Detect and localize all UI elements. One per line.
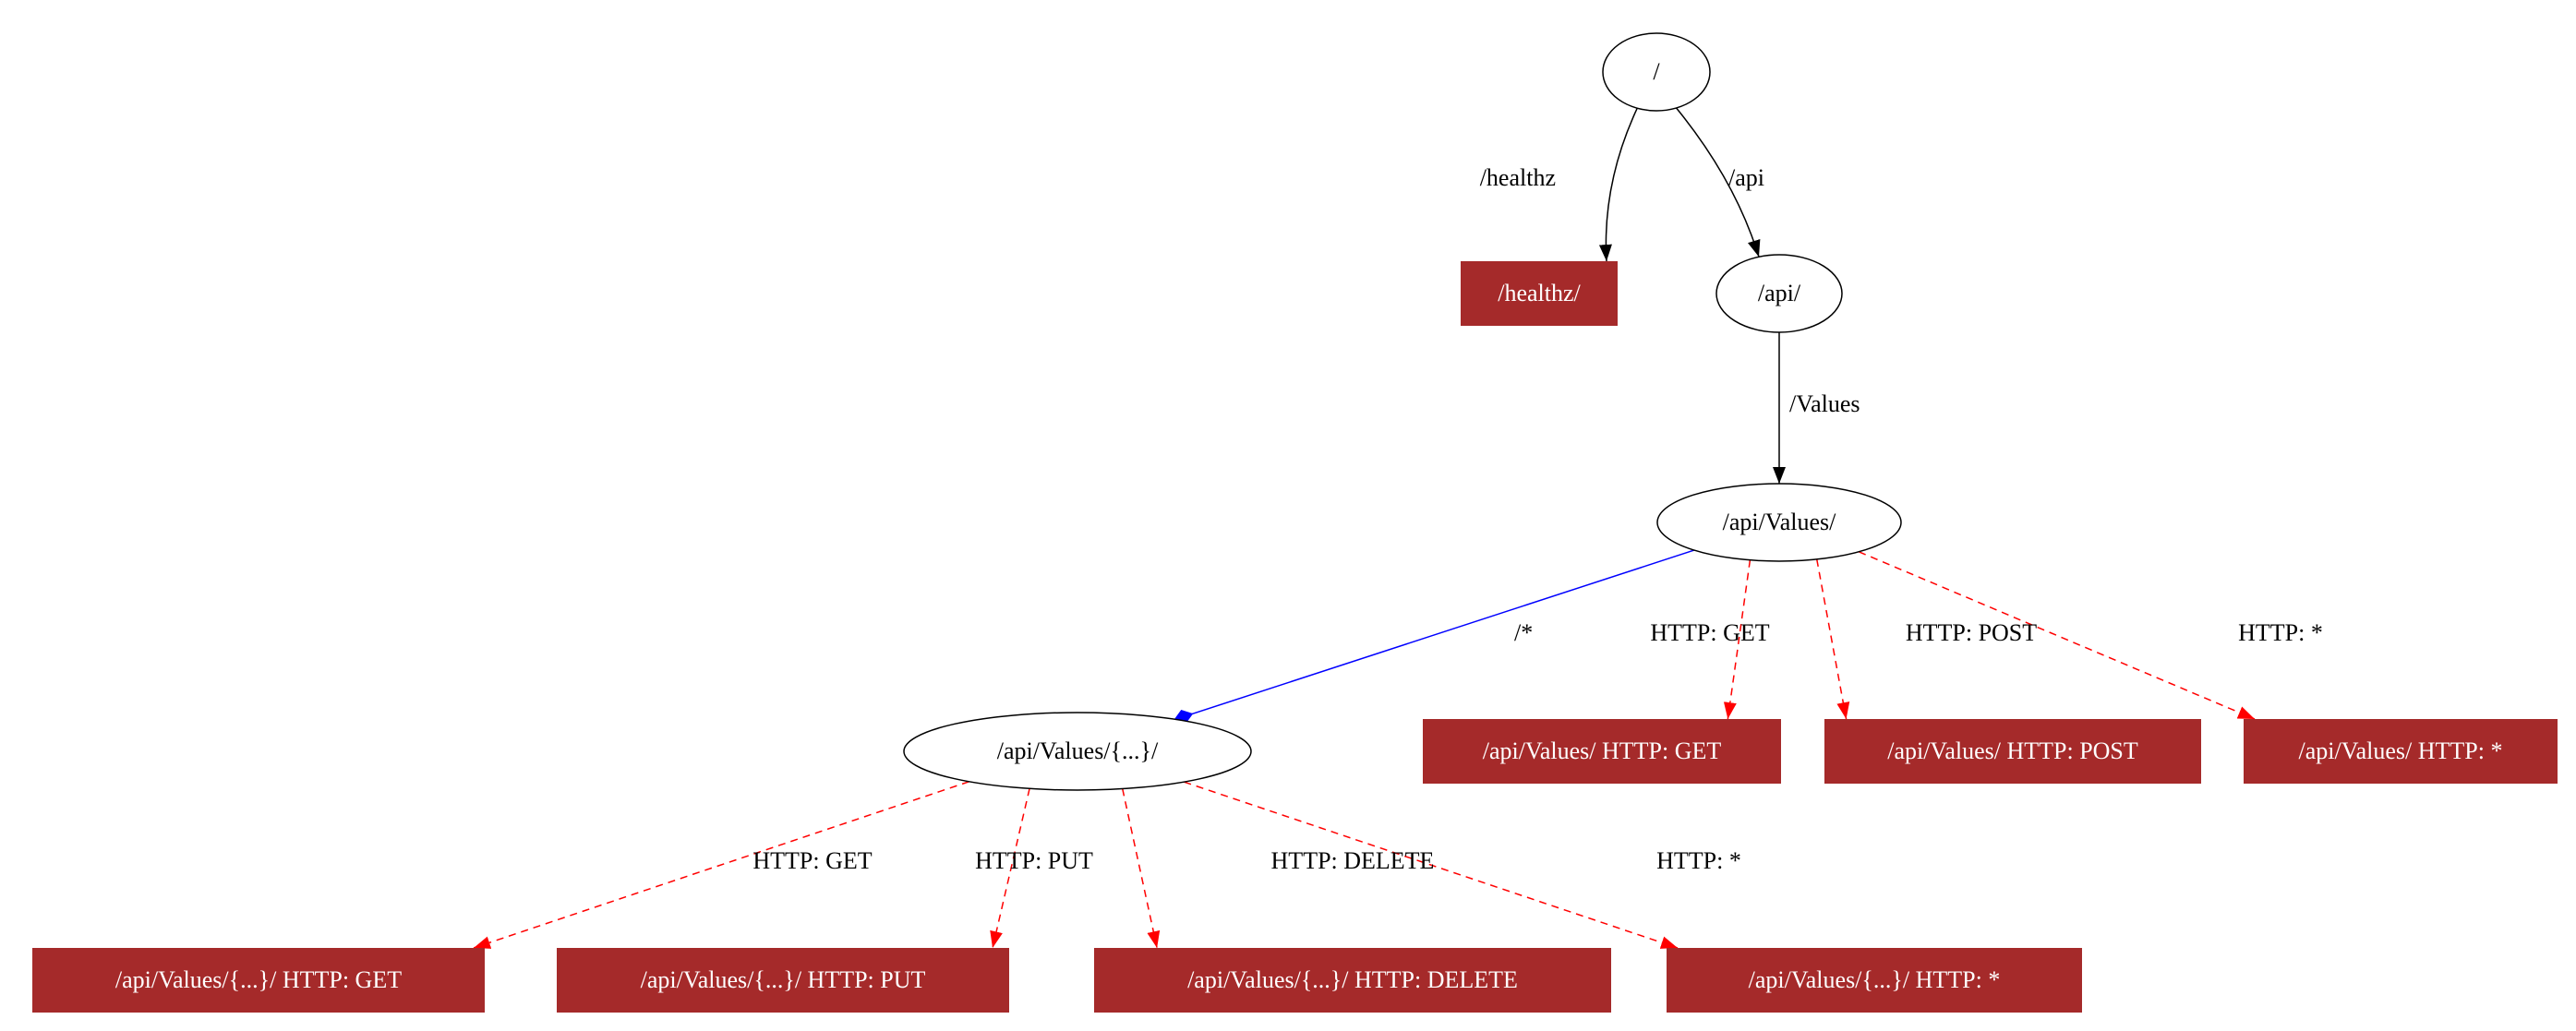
route-tree-diagram: / /healthz/ /api/ /api/Values/ /api/Values/{…	[0, 0, 2576, 1031]
node-p_del: /api/Values/{...}/ HTTP: DELETE	[1094, 948, 1611, 1013]
edge-values-param	[1175, 550, 1694, 719]
edges-layer	[474, 108, 2255, 948]
node-root-label: /	[1653, 58, 1660, 85]
edge-label-param-p_put: HTTP: PUT	[975, 847, 1093, 874]
node-healthz: /healthz/	[1461, 261, 1618, 326]
node-v_post: /api/Values/ HTTP: POST	[1824, 719, 2201, 784]
edge-label-param-p_del: HTTP: DELETE	[1271, 847, 1435, 874]
node-p_get-label: /api/Values/{...}/ HTTP: GET	[115, 966, 402, 993]
node-p_star-label: /api/Values/{...}/ HTTP: *	[1749, 966, 2001, 993]
edge-label-api-values: /Values	[1789, 390, 1860, 417]
edge-label-values-v_post: HTTP: POST	[1906, 619, 2037, 646]
edge-label-values-param: /*	[1514, 619, 1533, 646]
edge-label-param-p_get: HTTP: GET	[752, 847, 872, 874]
node-p_del-label: /api/Values/{...}/ HTTP: DELETE	[1187, 966, 1518, 993]
node-p_put: /api/Values/{...}/ HTTP: PUT	[557, 948, 1009, 1013]
edge-label-values-v_get: HTTP: GET	[1650, 619, 1769, 646]
edge-label-values-v_star: HTTP: *	[2238, 619, 2323, 646]
node-v_get: /api/Values/ HTTP: GET	[1423, 719, 1781, 784]
node-v_star-label: /api/Values/ HTTP: *	[2299, 737, 2503, 764]
edge-label-root-api: /api	[1728, 164, 1764, 191]
node-root: /	[1603, 33, 1710, 111]
node-values-label: /api/Values/	[1723, 509, 1837, 535]
edge-param-p_del	[1123, 789, 1157, 948]
node-p_get: /api/Values/{...}/ HTTP: GET	[32, 948, 485, 1013]
edge-label-param-p_star: HTTP: *	[1656, 847, 1741, 874]
edge-root-healthz	[1606, 108, 1637, 261]
edge-values-v_post	[1817, 559, 1847, 719]
node-param: /api/Values/{...}/	[904, 713, 1251, 790]
node-healthz-label: /healthz/	[1498, 280, 1581, 306]
node-v_post-label: /api/Values/ HTTP: POST	[1887, 737, 2138, 764]
node-api: /api/	[1716, 255, 1842, 332]
edge-label-root-healthz: /healthz	[1480, 164, 1556, 191]
node-api-label: /api/	[1758, 280, 1801, 306]
node-param-label: /api/Values/{...}/	[997, 737, 1159, 764]
node-v_get-label: /api/Values/ HTTP: GET	[1483, 737, 1722, 764]
edge-param-p_get	[474, 782, 969, 948]
node-v_star: /api/Values/ HTTP: *	[2244, 719, 2558, 784]
node-p_star: /api/Values/{...}/ HTTP: *	[1667, 948, 2082, 1013]
node-p_put-label: /api/Values/{...}/ HTTP: PUT	[641, 966, 926, 993]
node-values: /api/Values/	[1657, 484, 1901, 561]
